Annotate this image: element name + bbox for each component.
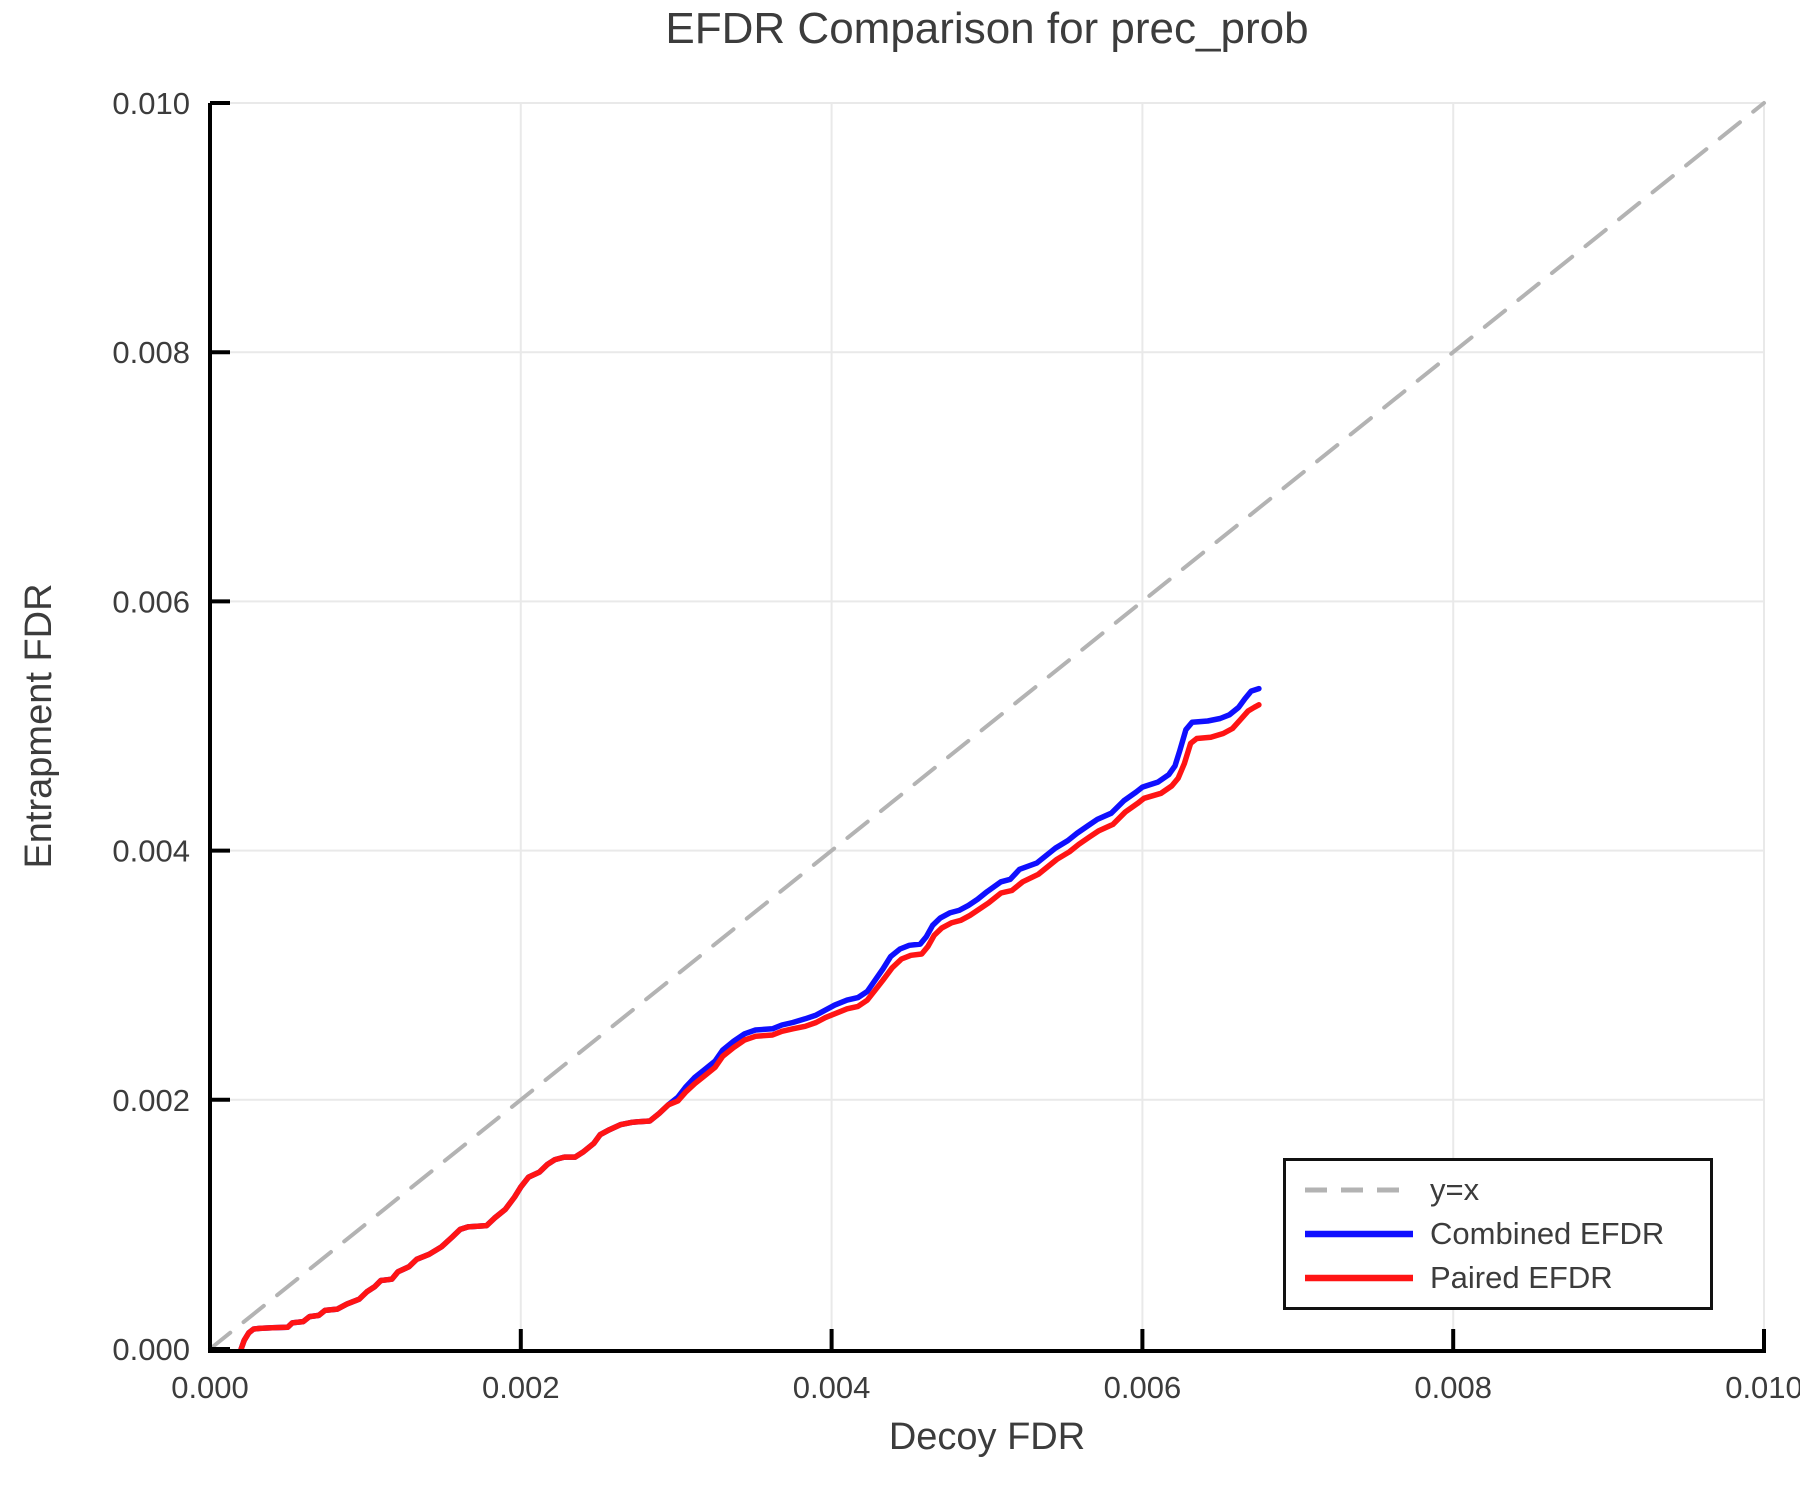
chart-title: EFDR Comparison for prec_prob (665, 4, 1309, 53)
red-line-swatch-icon (1305, 1274, 1413, 1282)
legend-entry-combined-efdr: Combined EFDR (1303, 1215, 1710, 1253)
y-tick-label: 0.008 (112, 335, 190, 370)
legend-entry-identity: y=x (1303, 1171, 1710, 1209)
x-tick-label: 0.008 (1414, 1370, 1492, 1405)
x-tick-label: 0.006 (1104, 1370, 1182, 1405)
legend-label: Combined EFDR (1430, 1216, 1665, 1251)
x-tick-label: 0.002 (482, 1370, 560, 1405)
x-tick-label: 0.010 (1725, 1370, 1800, 1405)
x-tick-label: 0.000 (171, 1370, 249, 1405)
legend-entry-paired-efdr: Paired EFDR (1303, 1259, 1710, 1297)
legend-label: Paired EFDR (1430, 1260, 1613, 1295)
y-tick-label: 0.000 (112, 1332, 190, 1367)
legend: y=x Combined EFDR Paired EFDR (1283, 1158, 1713, 1310)
y-tick-label: 0.002 (112, 1083, 190, 1118)
y-tick-label: 0.010 (112, 86, 190, 121)
series-line-y-x (208, 101, 1766, 1351)
x-axis-label: Decoy FDR (888, 1416, 1086, 1458)
blue-line-swatch-icon (1305, 1230, 1413, 1238)
y-tick-label: 0.006 (112, 584, 190, 619)
dashed-line-swatch-icon (1305, 1187, 1413, 1193)
series-line-paired-efdr (238, 702, 1262, 1352)
legend-label: y=x (1430, 1172, 1480, 1207)
y-tick-label: 0.004 (112, 834, 190, 869)
series-line-combined-efdr (238, 685, 1262, 1352)
x-tick-label: 0.004 (793, 1370, 871, 1405)
